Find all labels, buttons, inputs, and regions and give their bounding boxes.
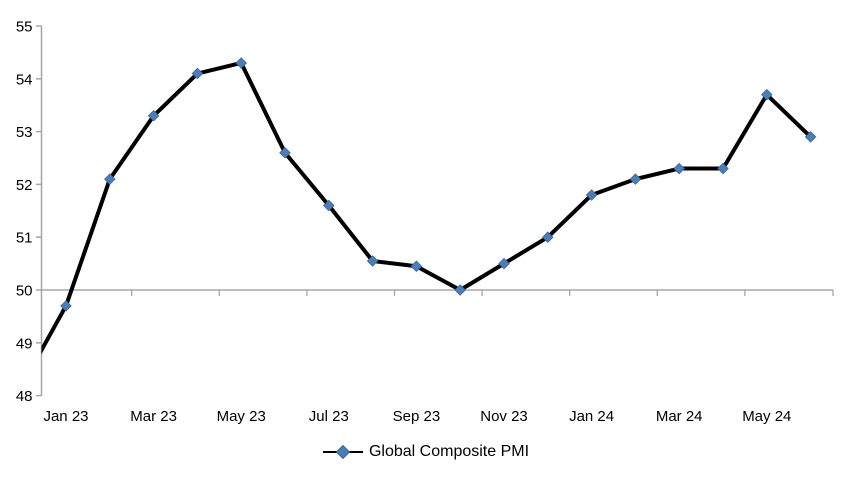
legend: Global Composite PMI (322, 441, 530, 463)
data-point-marker-icon (804, 131, 817, 143)
y-tick-label: 55 (16, 19, 33, 36)
y-tick-label: 52 (16, 177, 33, 194)
y-tick-label: 54 (16, 71, 33, 88)
data-point-marker-icon (366, 255, 379, 267)
legend-diamond-marker-icon (335, 444, 351, 460)
data-point-marker-icon (717, 162, 729, 175)
x-tick-label: Mar 24 (656, 408, 703, 425)
x-tick-label: Jan 23 (43, 408, 88, 425)
y-tick-label: 48 (16, 388, 33, 405)
data-point-marker-icon (498, 257, 510, 270)
y-tick-label: 49 (16, 335, 33, 352)
data-point-marker-icon (585, 189, 598, 201)
data-point-marker-icon (454, 284, 466, 296)
y-tick-label: 53 (16, 124, 33, 141)
legend-swatch (322, 441, 363, 463)
x-tick-label: Jan 24 (569, 408, 614, 425)
data-point-marker-icon (410, 260, 423, 273)
data-point-marker-icon (673, 162, 685, 175)
x-tick-label: May 23 (217, 408, 266, 425)
data-point-marker-icon (191, 67, 204, 80)
data-point-marker-icon (761, 88, 773, 101)
series-line (41, 60, 812, 355)
data-point-marker-icon (323, 199, 335, 212)
x-tick-label: Sep 23 (393, 408, 441, 425)
x-tick-label: Nov 23 (480, 408, 528, 425)
x-tick-label: Mar 23 (130, 408, 177, 425)
data-point-marker-icon (60, 300, 72, 312)
x-tick-label: Jul 23 (309, 408, 349, 425)
series-global-composite-pmi (41, 57, 817, 355)
data-point-marker-icon (279, 146, 291, 159)
legend-label: Global Composite PMI (368, 443, 530, 460)
data-point-marker-icon (629, 173, 642, 185)
data-point-marker-icon (147, 109, 160, 122)
x-tick-label: May 24 (742, 408, 791, 425)
y-tick-label: 51 (16, 230, 33, 247)
data-point-marker-icon (235, 57, 247, 69)
data-point-marker-icon (542, 231, 554, 243)
data-point-marker-icon (104, 173, 116, 185)
y-tick-label: 50 (16, 283, 33, 300)
